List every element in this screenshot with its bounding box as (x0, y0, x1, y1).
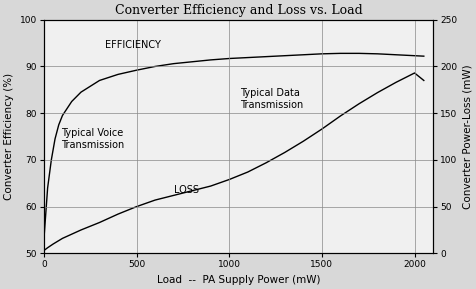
Text: Typical Data
Transmission: Typical Data Transmission (240, 88, 303, 110)
Title: Converter Efficiency and Loss vs. Load: Converter Efficiency and Loss vs. Load (114, 4, 362, 17)
Text: Typical Voice
Transmission: Typical Voice Transmission (60, 128, 124, 150)
Text: LOSS: LOSS (173, 185, 198, 195)
Y-axis label: Converter Efficiency (%): Converter Efficiency (%) (4, 73, 14, 200)
Text: EFFICIENCY: EFFICIENCY (105, 40, 160, 50)
X-axis label: Load  --  PA Supply Power (mW): Load -- PA Supply Power (mW) (157, 275, 319, 285)
Y-axis label: Converter Power-Loss (mW): Converter Power-Loss (mW) (462, 64, 472, 209)
